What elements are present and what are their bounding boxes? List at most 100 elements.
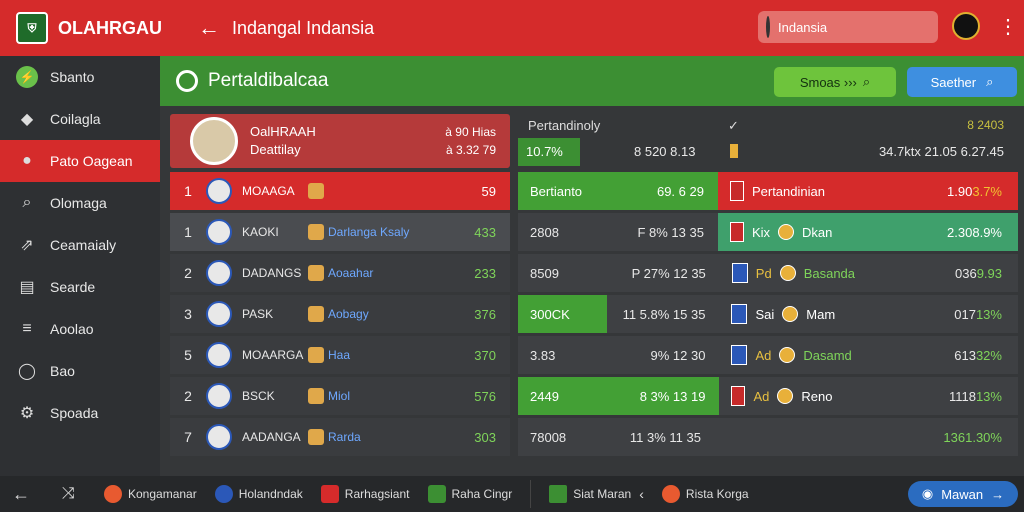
sidebar-item-0[interactable]: ⚡ Sbanto — [0, 56, 160, 98]
table-row[interactable]: 2 BSCK Miol 576 — [170, 377, 510, 415]
team-mini-icon — [308, 265, 324, 281]
app-logo[interactable]: ⛨ — [16, 12, 48, 44]
sidebar-item-label: Coilagla — [50, 111, 101, 127]
table-row[interactable]: 2 DADANGS Aoaahar 233 — [170, 254, 510, 292]
next-button[interactable]: ◉ Mawan → — [908, 481, 1018, 507]
stat-team-name-2: Basanda — [803, 265, 856, 281]
bottom-item[interactable]: Rarhagsiant — [320, 485, 410, 503]
crest-icon — [779, 265, 796, 281]
search-box[interactable]: ⌕ — [758, 11, 962, 43]
sidebar-item-2[interactable]: ● Pato Oagean — [0, 140, 160, 182]
sidebar-item-label: Aoolao — [50, 321, 94, 337]
stat-team-name-2: Reno — [801, 388, 833, 404]
bottom-item[interactable]: Rista Korga — [661, 485, 749, 503]
stat-team-name-2: Mam — [806, 306, 836, 322]
scores-button-label: Smoas ››› — [799, 74, 857, 90]
sidebar-item-label: Pato Oagean — [50, 153, 133, 169]
stat-team: Pd Basanda — [720, 254, 922, 292]
stat-team-name: Pertandinian — [751, 183, 825, 199]
bottom-item[interactable]: Raha Cingr — [427, 485, 512, 503]
team-mini-icon — [308, 388, 324, 404]
table-row[interactable]: 300CK 11 5.8% 15 35 Sai Mam 017 13% — [518, 295, 1018, 333]
bottom-item[interactable]: Siat Maran — [549, 485, 631, 503]
team-sub: Aoaahar — [328, 266, 374, 280]
sidebar-item-label: Searde — [50, 279, 96, 295]
back-arrow-icon[interactable]: ← — [198, 15, 220, 40]
stat-b: 11 3% 11 35 — [629, 429, 701, 445]
stat-e: 32% — [975, 347, 1002, 363]
sidebar-item-7[interactable]: ◯ Bao — [0, 350, 160, 392]
table-row[interactable]: 3.83 9% 12 30 Ad Dasamd 613 32% — [518, 336, 1018, 374]
stats-list: Bertianto 69. 6 29 Pertandinian 1.90 3.7… — [518, 172, 1018, 459]
bottom-item[interactable]: Kongamanar — [104, 485, 197, 503]
divider — [530, 480, 532, 508]
stat-e: 13% — [975, 388, 1002, 404]
crest-icon — [779, 347, 796, 363]
app-name: OLAHRGAU — [58, 17, 162, 38]
stat-e: 8.9% — [972, 213, 1018, 251]
table-row[interactable]: 3 PASK Aobagy 376 — [170, 295, 510, 333]
list-icon: ≡ — [22, 320, 32, 337]
stat-d: 036 — [954, 265, 977, 281]
stat-b: 8 3% 13 19 — [606, 377, 720, 415]
team-sub: Aobagy — [328, 307, 369, 321]
sidebar-item-4[interactable]: ⇗ Ceamaialy — [0, 224, 160, 266]
back-arrow-icon[interactable]: ← — [12, 483, 30, 504]
table-row[interactable]: 78008 11 3% 11 35 136 1.30% — [518, 418, 1018, 456]
team-crest-icon — [206, 342, 232, 368]
crest-icon — [777, 388, 794, 404]
globe-icon: ◉ — [921, 486, 934, 501]
globe-icon: ◯ — [18, 363, 36, 380]
sidebar-item-5[interactable]: ▤ Searde — [0, 266, 160, 308]
table-row[interactable]: 8509 P 27% 12 35 Pd Basanda 036 9.93 — [518, 254, 1018, 292]
sidebar-item-1[interactable]: ◆ Coilagla — [0, 98, 160, 140]
table-row[interactable]: Bertianto 69. 6 29 Pertandinian 1.90 3.7… — [518, 172, 1018, 210]
sidebar-item-label: Olomaga — [50, 195, 107, 211]
chevron-left-icon[interactable]: ‹ — [639, 486, 644, 502]
shuffle-icon[interactable]: ⤨ — [62, 485, 75, 502]
stat-team — [715, 418, 911, 456]
stat-b: F 8% 13 35 — [637, 224, 704, 240]
stat-b: 9% 12 30 — [650, 347, 706, 363]
team-sub: Haa — [328, 348, 351, 362]
stat-b: P 27% 12 35 — [631, 265, 706, 281]
team-crest-icon — [206, 383, 232, 409]
stat-team: Kix Dkan — [717, 213, 918, 251]
bottom-item[interactable]: Holandndak — [214, 485, 303, 503]
table-row[interactable]: 2449 8 3% 13 19 Ad Reno 1118 13% — [518, 377, 1018, 415]
crest-icon — [782, 306, 799, 322]
featured-player-card[interactable]: OalHRAAH Deattilay à 90 Hias à 3.32 79 — [170, 114, 510, 168]
refresh-icon — [176, 70, 198, 92]
team-crest-icon — [206, 178, 232, 204]
check-icon[interactable]: ✓ — [728, 118, 739, 133]
club-badge-icon[interactable] — [952, 12, 980, 40]
rank-position: 2 — [184, 388, 192, 404]
team-points: 376 — [474, 306, 496, 322]
team-crest-icon — [206, 260, 232, 286]
stat-a: 2449 — [518, 377, 607, 415]
team-name: KAOKI — [242, 225, 279, 239]
sidebar-item-6[interactable]: ≡ Aoolao — [0, 308, 160, 350]
stat-a: 3.83 — [530, 347, 556, 363]
sidebar-item-3[interactable]: ⌕ Olomaga — [0, 182, 160, 224]
search-input[interactable] — [778, 19, 954, 35]
scores-button[interactable]: Smoas ››› ⌕ — [774, 67, 896, 97]
team-mini-icon — [308, 224, 324, 240]
team-crest-icon — [206, 219, 232, 245]
flag-icon — [730, 144, 738, 158]
avatar[interactable] — [766, 16, 770, 38]
player-stat-2: à 3.32 79 — [445, 143, 496, 157]
table-row[interactable]: 1 MOAAGA 59 — [170, 172, 510, 210]
table-row[interactable]: 7 AADANGA Rarda 303 — [170, 418, 510, 456]
table-row[interactable]: 5 MOAARGA Haa 370 — [170, 336, 510, 374]
table-row[interactable]: 1 KAOKI Darlanga Ksaly 433 — [170, 213, 510, 251]
rank-position: 1 — [184, 183, 192, 199]
rank-position: 3 — [184, 306, 192, 322]
search-button[interactable]: Saether ⌕ — [907, 67, 1017, 97]
team-points: 433 — [474, 224, 496, 240]
flag-icon — [731, 345, 748, 365]
team-name: AADANGA — [242, 430, 301, 444]
more-menu-icon[interactable]: ⋮ — [998, 16, 1018, 38]
table-row[interactable]: 2808 F 8% 13 35 Kix Dkan 2.30 8.9% — [518, 213, 1018, 251]
sidebar-item-8[interactable]: ⚙ Spoada — [0, 392, 160, 434]
